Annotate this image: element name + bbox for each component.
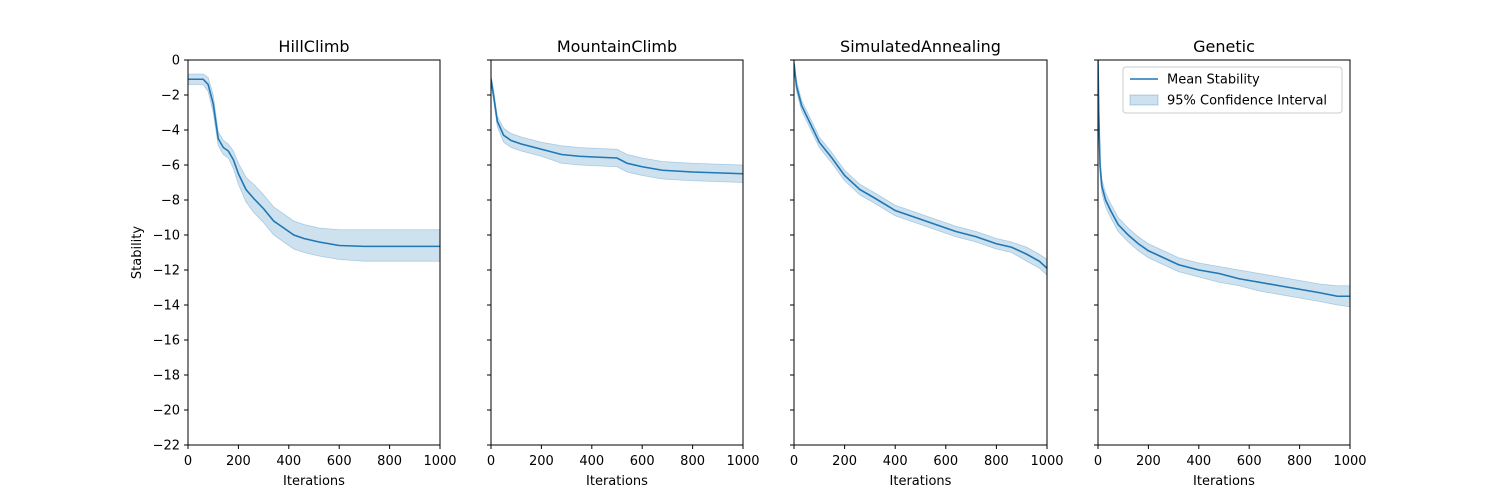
x-tick-label: 400	[579, 454, 604, 469]
y-tick-label: −4	[161, 124, 180, 139]
x-tick-label: 0	[1094, 454, 1102, 469]
x-tick-label: 0	[790, 454, 798, 469]
x-tick-label: 1000	[726, 454, 759, 469]
y-tick-label: −2	[161, 89, 180, 104]
x-tick-label: 800	[984, 454, 1009, 469]
x-tick-label: 200	[1136, 454, 1161, 469]
y-tick-label: 0	[172, 54, 180, 69]
x-axis-label: Iterations	[1193, 474, 1255, 489]
x-tick-label: 600	[327, 454, 352, 469]
legend-entry-label: Mean Stability	[1167, 73, 1260, 88]
x-tick-label: 200	[226, 454, 251, 469]
x-tick-label: 400	[276, 454, 301, 469]
subplot-hillclimb: 0 200 400 600 800 1000 Iterations 0 −2 −4 −6 −8 −10 −…	[130, 37, 457, 489]
x-tick-label: 600	[630, 454, 655, 469]
mean-stability-line	[794, 63, 1047, 269]
confidence-band	[794, 60, 1047, 276]
confidence-band	[188, 73, 440, 262]
x-tick-label: 800	[680, 454, 705, 469]
x-tick-label: 400	[883, 454, 908, 469]
y-tick-label: −14	[153, 299, 180, 314]
axes-frame	[793, 59, 1048, 446]
subplot-genetic: 0 200 400 600 800 1000 Iterations Genetic	[1094, 37, 1367, 489]
mean-stability-line	[1098, 60, 1350, 298]
x-tick-label: 1000	[423, 454, 456, 469]
x-tick-label: 0	[184, 454, 192, 469]
x-tick-label: 600	[933, 454, 958, 469]
x-tick-label: 1000	[1333, 454, 1366, 469]
subplot-title: SimulatedAnnealing	[840, 37, 1001, 56]
y-tick-label: −22	[153, 439, 180, 454]
x-tick-label: 600	[1237, 454, 1262, 469]
subplot-title: HillClimb	[278, 37, 349, 56]
mean-stability-line	[188, 78, 440, 248]
axes-frame	[1097, 59, 1351, 446]
legend: Mean Stability 95% Confidence Interval	[1122, 66, 1343, 114]
subplot-title: MountainClimb	[557, 37, 677, 56]
x-tick-label: 1000	[1030, 454, 1063, 469]
subplot-title: Genetic	[1193, 37, 1255, 56]
x-axis-label: Iterations	[586, 474, 648, 489]
x-tick-label: 800	[377, 454, 402, 469]
mean-stability-line	[491, 79, 743, 175]
y-tick-label: −10	[153, 229, 180, 244]
x-tick-label: 200	[832, 454, 857, 469]
legend-band-swatch	[1129, 94, 1159, 106]
axes-frame	[187, 59, 441, 446]
confidence-band	[491, 75, 743, 183]
subplot-simulatedannealing: 0 200 400 600 800 1000 Iterations SimulatedAnne…	[790, 37, 1064, 489]
x-tick-label: 400	[1186, 454, 1211, 469]
y-tick-label: −20	[153, 404, 180, 419]
legend-entry-label: 95% Confidence Interval	[1167, 94, 1327, 109]
legend-box	[1122, 66, 1343, 114]
y-tick-label: −18	[153, 369, 180, 384]
x-tick-label: 200	[529, 454, 554, 469]
x-tick-label: 800	[1287, 454, 1312, 469]
x-axis-label: Iterations	[890, 474, 952, 489]
y-tick-label: −8	[161, 194, 180, 209]
axes-frame	[490, 59, 744, 446]
y-tick-label: −16	[153, 334, 180, 349]
subplot-mountainclimb: 0 200 400 600 800 1000 Iterations MountainClimb	[487, 37, 760, 489]
y-tick-label: −6	[161, 159, 180, 174]
x-axis-label: Iterations	[283, 474, 345, 489]
x-tick-label: 0	[487, 454, 495, 469]
confidence-band	[1098, 60, 1350, 308]
y-axis-label: Stability	[130, 226, 145, 280]
y-tick-label: −12	[153, 264, 180, 279]
